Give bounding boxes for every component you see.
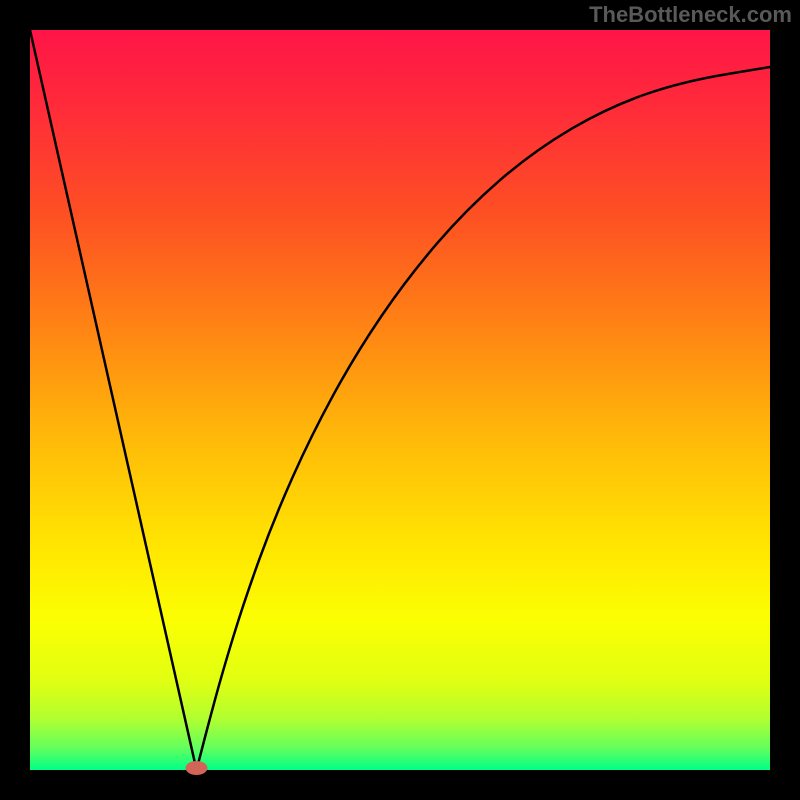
chart-svg [0,0,800,800]
watermark-text: TheBottleneck.com [589,2,792,28]
chart-container: TheBottleneck.com [0,0,800,800]
plot-background [30,30,770,770]
minimum-marker [186,761,208,775]
